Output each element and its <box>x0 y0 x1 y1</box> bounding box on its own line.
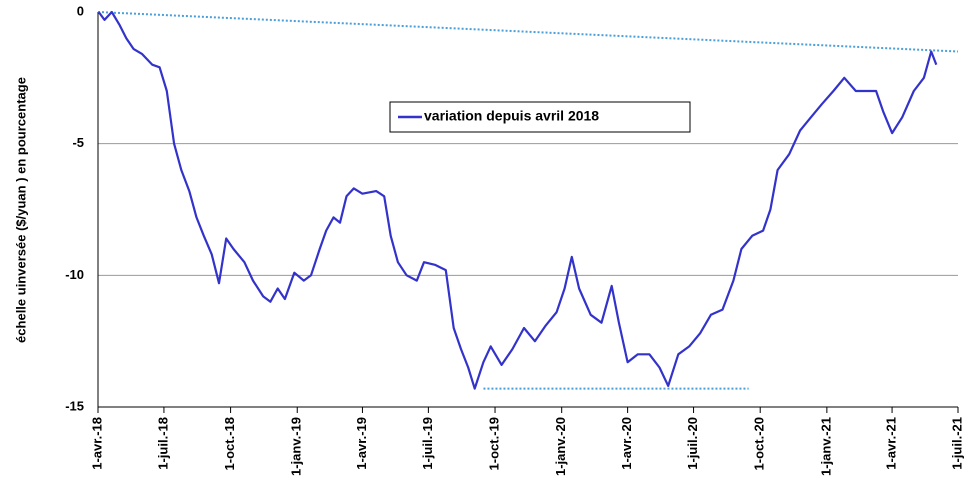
x-tick-label: 1-janv.-19 <box>289 417 304 476</box>
data-line <box>97 10 938 390</box>
x-tick-label: 1-juil.-20 <box>685 417 700 470</box>
x-tick-label: 1-juil.-18 <box>155 417 170 470</box>
legend-box <box>389 101 691 133</box>
y-axis-label: échelle uinversée ($/yuan ) en pourcenta… <box>13 77 28 343</box>
y-tick-label: -10 <box>65 267 84 282</box>
x-tick-label: 1-janv.-21 <box>818 417 833 476</box>
x-tick-label: 1-avr.-18 <box>89 417 104 470</box>
y-tick-label: -15 <box>65 398 84 413</box>
x-tick-label: 1-avr.-20 <box>619 417 634 470</box>
y-tick-label: -5 <box>72 135 84 150</box>
x-tick-label: 1-oct.-18 <box>222 417 237 470</box>
legend-label: variation depuis avril 2018 <box>424 108 599 124</box>
x-tick-label: 1-juil.-21 <box>949 417 964 470</box>
y-tick-label: 0 <box>77 3 84 18</box>
x-tick-label: 1-oct.-19 <box>486 417 501 470</box>
x-tick-label: 1-janv.-20 <box>553 417 568 476</box>
x-tick-label: 1-juil.-19 <box>420 417 435 470</box>
x-tick-label: 1-avr.-21 <box>884 417 899 470</box>
reference-line <box>97 11 959 53</box>
x-tick-label: 1-avr.-19 <box>354 417 369 470</box>
legend: variation depuis avril 2018 <box>389 101 691 133</box>
x-tick-label: 1-oct.-20 <box>752 417 767 470</box>
